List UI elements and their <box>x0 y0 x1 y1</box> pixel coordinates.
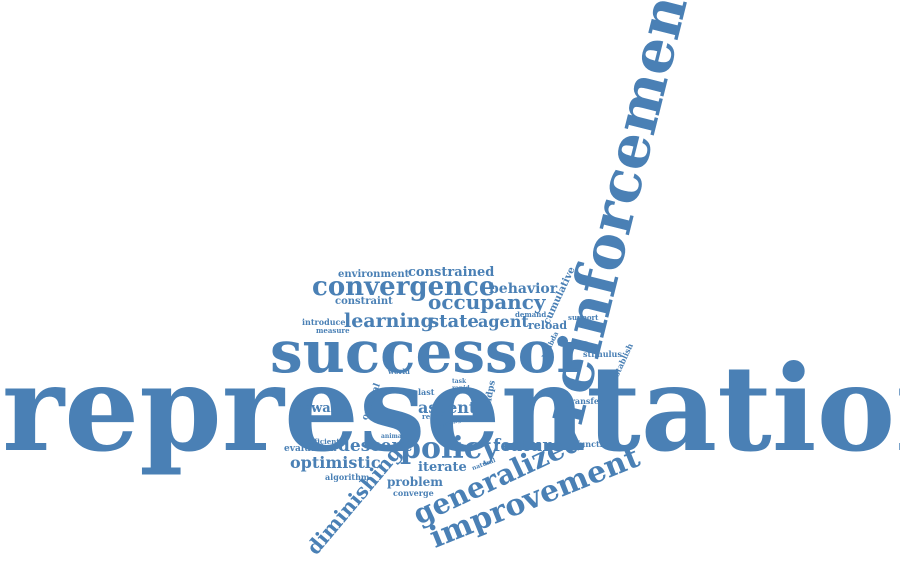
word-support: support <box>568 313 599 322</box>
word-constrained: constrained <box>408 265 495 280</box>
word-environment: environment <box>338 269 410 280</box>
word-rapid: rapid <box>452 385 470 392</box>
word-transfer: transfer <box>567 396 604 406</box>
word-demand: demand <box>515 310 547 319</box>
word-constraint: constraint <box>335 296 393 307</box>
word-iterate: iterate <box>418 460 467 475</box>
word-converge: converge <box>393 488 434 498</box>
word-occupancy: occupancy <box>428 290 546 314</box>
word-successor: successor <box>270 318 587 386</box>
word-optimistic: optimistic <box>290 453 381 472</box>
word-world: world <box>388 367 410 376</box>
word-efficient: efficient <box>307 437 340 446</box>
word-ascent: ascent <box>418 398 477 417</box>
word-agent: agent <box>478 312 529 331</box>
word-state: state <box>429 311 479 332</box>
word-stimulus: stimulus <box>583 349 622 359</box>
word-task: task <box>452 378 467 385</box>
word-animal: animal <box>381 433 405 440</box>
word-last: last <box>418 387 435 397</box>
word-convergence: convergence <box>312 272 496 302</box>
word-problem: problem <box>387 475 443 489</box>
word-introduce: introduce <box>302 317 346 327</box>
word-descent: descent <box>338 436 412 456</box>
word-algorithm: algorithm <box>325 472 370 482</box>
word-reward: reward <box>296 401 347 416</box>
word-policy: policy <box>400 431 500 466</box>
word-feature: feature <box>493 436 563 456</box>
word-evaluation: evaluation <box>284 444 337 454</box>
word-measure: measure <box>316 326 350 335</box>
word-function: function <box>576 439 614 449</box>
word-reach: reach <box>422 412 445 421</box>
word-representation: representation <box>2 339 900 478</box>
word-reload: reload <box>528 319 568 332</box>
word-behavior: behavior <box>489 281 558 297</box>
word-learning: learning <box>344 310 434 332</box>
